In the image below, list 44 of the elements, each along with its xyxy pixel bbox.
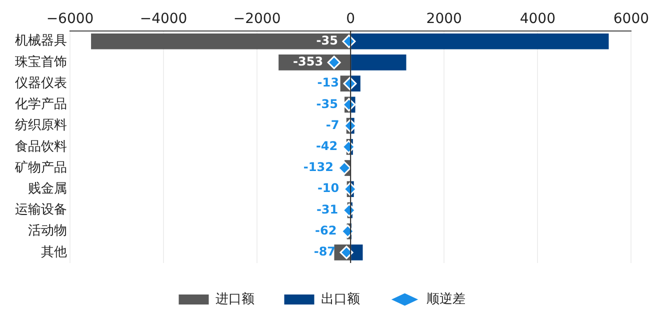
- y-tick-label: 运输设备: [15, 202, 67, 218]
- legend-label: 出口额: [320, 292, 360, 307]
- point: [342, 140, 356, 154]
- data-label: -132: [303, 160, 334, 174]
- point: [343, 76, 357, 90]
- legend-label: 顺逆差: [426, 292, 466, 307]
- y-tick-label: 矿物产品: [14, 160, 67, 176]
- point: [340, 224, 354, 238]
- x-tick-label: 2000: [426, 11, 462, 28]
- data-label: -31: [316, 202, 338, 216]
- bar: [351, 33, 609, 50]
- x-tick-label: −2000: [233, 11, 281, 28]
- bar: [351, 244, 363, 260]
- point: [327, 56, 341, 70]
- point: [340, 246, 354, 260]
- x-tick-label: 0: [346, 11, 356, 28]
- y-tick-label: 纺织原料: [15, 118, 67, 134]
- y-tick-label: 贱金属: [28, 181, 67, 196]
- x-tick-label: −4000: [140, 11, 188, 28]
- data-label: -13: [317, 76, 339, 90]
- x-tick-label: 6000: [613, 11, 650, 28]
- data-label: -87: [314, 244, 336, 259]
- bar: [351, 54, 406, 70]
- y-tick-label: 化学产品: [15, 97, 67, 112]
- y-tick-label: 珠宝首饰: [15, 54, 67, 70]
- point: [344, 119, 358, 133]
- y-tick-label: 活动物: [28, 224, 67, 239]
- data-label: -353: [293, 54, 324, 69]
- point: [343, 182, 357, 196]
- data-label: -62: [315, 223, 337, 238]
- legend-label: 进口额: [215, 292, 254, 307]
- y-tick-label: 其他: [41, 244, 67, 260]
- y-tick-label: 机械器具: [15, 34, 67, 49]
- y-tick-label: 食品饮料: [15, 139, 67, 154]
- point: [338, 161, 352, 175]
- data-label: -42: [316, 139, 338, 154]
- bar: [91, 33, 350, 50]
- data-label: -7: [326, 118, 340, 132]
- x-tick-label: −6000: [46, 11, 94, 28]
- x-tick-label: 4000: [520, 11, 556, 28]
- data-label: -10: [317, 181, 340, 196]
- data-label: -35: [316, 96, 338, 111]
- y-tick-label: 仪器仪表: [15, 76, 67, 91]
- data-label: -35: [316, 33, 338, 48]
